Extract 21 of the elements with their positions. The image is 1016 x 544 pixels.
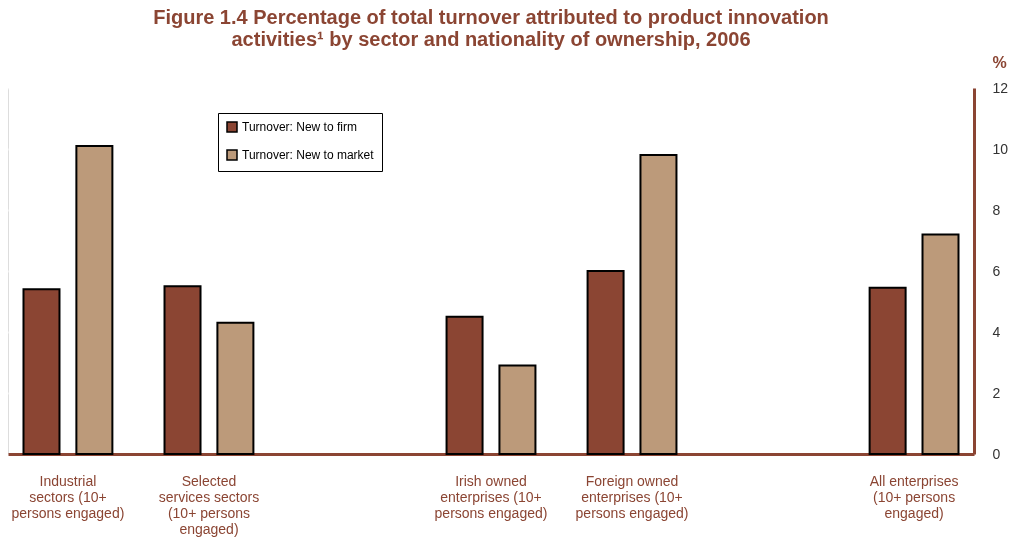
bar xyxy=(216,321,255,455)
y-tick-label: 0 xyxy=(992,445,1001,462)
y-tick-label: 8 xyxy=(992,201,1001,218)
y-tick-label: 2 xyxy=(992,384,1001,401)
x-tick-label: All enterprises (10+ persons engaged) xyxy=(869,472,959,521)
chart-title: Figure 1.4 Percentage of total turnover attributed to product innovation activities¹ by sector and nationality of ownership, 2006 xyxy=(153,6,829,50)
y-tick-label: 12 xyxy=(992,79,1009,96)
y-tick-label: 6 xyxy=(992,262,1001,279)
legend-label: Turnover: New to firm xyxy=(242,120,357,134)
y-tick-label: 4 xyxy=(992,323,1001,340)
bar xyxy=(75,144,114,455)
x-tick-label: Selected services sectors (10+ persons engaged) xyxy=(158,472,260,537)
x-tick-label: Industrial sectors (10+ persons engaged) xyxy=(11,472,125,521)
bar xyxy=(921,233,960,455)
x-tick-label: Foreign owned enterprises (10+ persons engaged) xyxy=(575,472,689,521)
legend-label: Turnover: New to market xyxy=(242,148,375,162)
bar xyxy=(639,154,678,455)
bar xyxy=(498,364,537,455)
x-tick-label: Irish owned enterprises (10+ persons engaged) xyxy=(434,472,548,521)
y-axis-title: % xyxy=(992,53,1007,71)
y-tick-label: 10 xyxy=(992,140,1009,157)
